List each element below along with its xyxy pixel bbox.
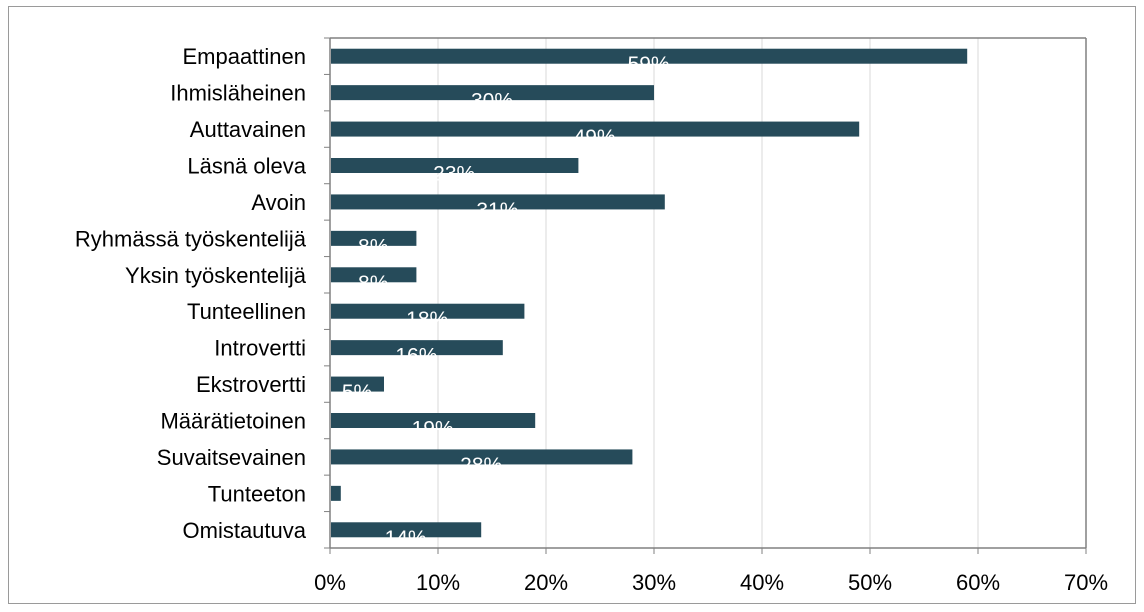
x-tick-label: 40%	[740, 570, 784, 595]
category-label: Ihmisläheinen	[170, 81, 306, 106]
data-label: 8%	[358, 272, 388, 295]
bar	[331, 194, 665, 210]
data-label: 16%	[395, 345, 437, 368]
data-label: 30%	[471, 90, 513, 113]
category-label: Introvertti	[214, 336, 306, 361]
bar	[331, 485, 341, 501]
bar	[331, 376, 384, 392]
data-label: 19%	[412, 418, 454, 441]
data-label: 31%	[476, 199, 518, 222]
category-labels: Empaattinen Ihmisläheinen Auttavainen Läsnä…	[75, 44, 307, 543]
x-tick-label: 50%	[848, 570, 892, 595]
data-label: 14%	[385, 527, 427, 550]
category-label: Avoin	[251, 190, 306, 215]
category-label: Ekstrovertti	[196, 372, 306, 397]
category-label: Määrätietoinen	[160, 409, 306, 434]
data-label: 28%	[460, 454, 502, 477]
x-tick-label: 0%	[314, 570, 346, 595]
x-tick-label: 30%	[632, 570, 676, 595]
bar	[331, 121, 860, 137]
chart-frame	[8, 6, 1136, 604]
data-label: 49%	[574, 126, 616, 149]
data-labels: 59% 30% 49% 23%31% 8% 8% 18% 16% 5% 19% 28% 14%	[342, 53, 670, 550]
data-label: 8%	[358, 235, 388, 258]
x-tick-label: 10%	[416, 570, 460, 595]
category-label: Läsnä oleva	[187, 154, 306, 179]
x-tick-label: 20%	[524, 570, 568, 595]
bar	[331, 340, 503, 356]
category-label: Ryhmässä työskentelijä	[75, 226, 307, 251]
category-label: Empaattinen	[182, 44, 306, 69]
bar	[331, 230, 417, 246]
data-label: 5%	[342, 381, 372, 404]
category-label: Suvaitsevainen	[157, 445, 306, 470]
bar	[331, 48, 968, 64]
data-label: 59%	[628, 53, 670, 76]
bar	[331, 267, 417, 283]
category-label: Auttavainen	[190, 117, 306, 142]
category-label: Tunteellinen	[187, 299, 306, 324]
axes	[324, 37, 1087, 554]
bar	[331, 522, 482, 538]
bars	[331, 48, 968, 538]
category-label: Tunteeton	[208, 481, 306, 506]
x-tick-label: 60%	[956, 570, 1000, 595]
category-label: Yksin työskentelijä	[125, 263, 307, 288]
grid-lines	[437, 38, 1087, 548]
bar	[331, 449, 633, 465]
data-label: 18%	[406, 308, 448, 331]
bar	[331, 158, 579, 173]
data-label: 23%	[433, 163, 475, 186]
category-label: Omistautuva	[183, 518, 307, 543]
bar	[331, 303, 525, 319]
bar	[331, 85, 654, 101]
bar	[331, 413, 536, 428]
x-tick-label: 70%	[1064, 570, 1108, 595]
x-tick-labels: 0% 10% 20% 30% 40% 50% 60% 70%	[314, 570, 1108, 595]
